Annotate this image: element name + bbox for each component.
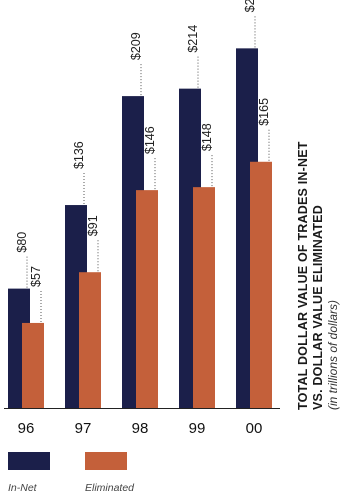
chart-title-block: TOTAL DOLLAR VALUE OF TRADES IN-NET VS. …	[296, 141, 341, 410]
legend-label-in-net: In-Net	[8, 482, 37, 494]
x-tick-label: 96	[18, 420, 35, 437]
chart-title-line-2: VS. DOLLAR VALUE ELIMINATED	[311, 205, 325, 410]
bar-eliminated	[79, 272, 101, 408]
data-label: $57	[29, 266, 43, 287]
data-label: $146	[143, 126, 157, 154]
bar-eliminated	[250, 161, 272, 408]
x-tick-label: 98	[132, 420, 149, 437]
data-label: $136	[72, 141, 86, 169]
legend-swatch-in-net	[8, 452, 50, 470]
data-label: $241	[243, 0, 257, 12]
chart-subtitle: (in trillions of dollars)	[326, 299, 340, 410]
legend-item-in-net: In-Net	[8, 452, 50, 494]
legend-label-eliminated: Eliminated	[85, 482, 135, 494]
x-tick-label: 97	[75, 420, 92, 437]
bar-eliminated	[22, 322, 44, 408]
data-label: $148	[200, 123, 214, 151]
legend-item-eliminated: Eliminated	[85, 452, 134, 494]
data-label: $91	[86, 215, 100, 236]
data-label: $214	[186, 25, 200, 53]
data-label: $165	[257, 98, 271, 126]
bar-eliminated	[136, 190, 158, 408]
data-label: $80	[15, 232, 29, 253]
bar-eliminated	[193, 187, 215, 408]
chart-title-line-1: TOTAL DOLLAR VALUE OF TRADES IN-NET	[296, 141, 310, 410]
x-tick-label: 99	[189, 420, 206, 437]
x-tick-label: 00	[246, 420, 263, 437]
data-label: $209	[129, 32, 143, 60]
legend-swatch-eliminated	[85, 452, 127, 470]
